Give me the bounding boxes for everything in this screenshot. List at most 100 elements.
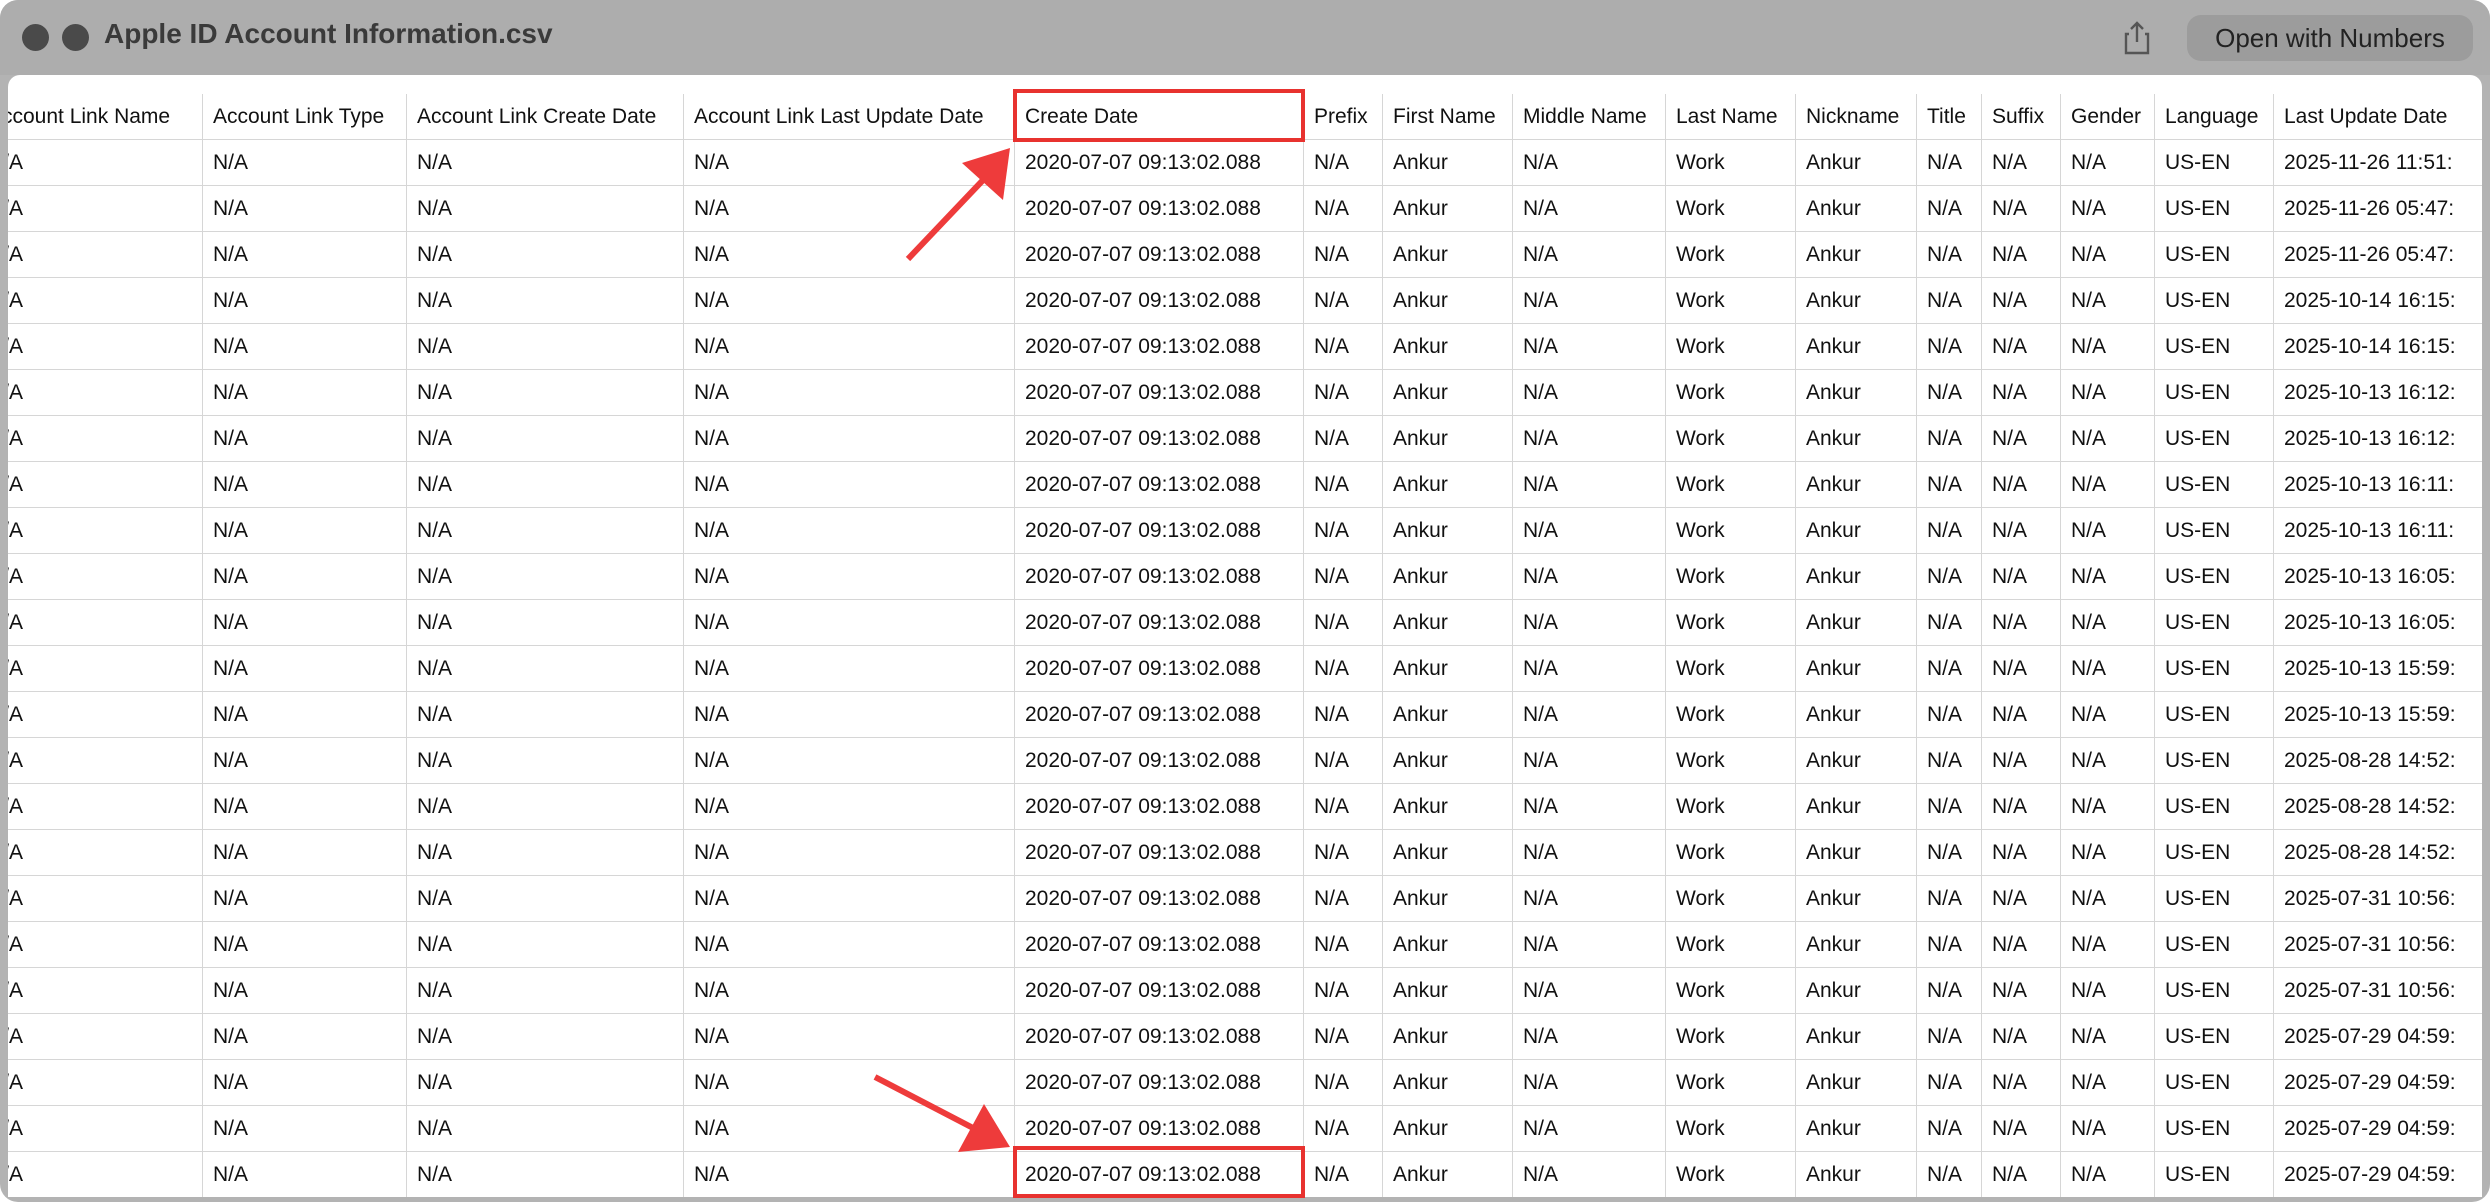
table-cell: US-EN (2155, 140, 2274, 186)
table-cell: N/A (407, 186, 684, 232)
table-cell: US-EN (2155, 554, 2274, 600)
table-cell: N/A (1513, 186, 1666, 232)
table-cell: N/A (1917, 186, 1982, 232)
table-cell: 2025-11-26 05:47: (2274, 186, 2482, 232)
table-cell: N/A (1982, 692, 2061, 738)
table-cell: N/A (1513, 324, 1666, 370)
table-cell: Work (1666, 232, 1796, 278)
table-cell: N/A (1304, 738, 1383, 784)
table-cell: 2020-07-07 09:13:02.088 (1015, 278, 1304, 324)
table-cell: N/A (8, 508, 203, 554)
table-cell: N/A (684, 1106, 1015, 1152)
column-header: Last Update Date (2274, 94, 2482, 140)
table-cell: N/A (1513, 554, 1666, 600)
table-cell: 2020-07-07 09:13:02.088 (1015, 232, 1304, 278)
table-cell: N/A (1917, 508, 1982, 554)
table-cell: N/A (2061, 600, 2155, 646)
table-cell: US-EN (2155, 1152, 2274, 1197)
table-cell: Work (1666, 738, 1796, 784)
table-cell: 2025-10-13 15:59: (2274, 692, 2482, 738)
table-cell: N/A (2061, 876, 2155, 922)
table-cell: N/A (1982, 830, 2061, 876)
table-cell: N/A (1304, 830, 1383, 876)
table-cell: US-EN (2155, 186, 2274, 232)
column-header: Last Name (1666, 94, 1796, 140)
table-cell: N/A (1917, 278, 1982, 324)
table-cell: 2020-07-07 09:13:02.088 (1015, 554, 1304, 600)
table-cell: 2025-07-29 04:59: (2274, 1152, 2482, 1197)
table-cell: N/A (1917, 232, 1982, 278)
block-button[interactable] (62, 24, 89, 51)
table-cell: Work (1666, 830, 1796, 876)
table-cell: Ankur (1383, 278, 1513, 324)
table-cell: N/A (2061, 278, 2155, 324)
table-cell: N/A (2061, 692, 2155, 738)
table-cell: N/A (684, 830, 1015, 876)
table-cell: N/A (1982, 922, 2061, 968)
table-cell: N/A (1513, 738, 1666, 784)
column-header: Gender (2061, 94, 2155, 140)
table-cell: 2025-07-29 04:59: (2274, 1060, 2482, 1106)
table-cell: N/A (1513, 876, 1666, 922)
column-header: Suffix (1982, 94, 2061, 140)
table-cell: N/A (1513, 1060, 1666, 1106)
open-with-numbers-button[interactable]: Open with Numbers (2187, 15, 2473, 61)
table-cell: N/A (1304, 1060, 1383, 1106)
table-cell: N/A (1917, 692, 1982, 738)
table-cell: N/A (2061, 140, 2155, 186)
table-cell: Work (1666, 968, 1796, 1014)
table-cell: 2020-07-07 09:13:02.088 (1015, 600, 1304, 646)
table-cell: N/A (1304, 324, 1383, 370)
table-cell: N/A (8, 1014, 203, 1060)
column-header: Account Link Create Date (407, 94, 684, 140)
table-cell: N/A (1304, 968, 1383, 1014)
table-cell: 2020-07-07 09:13:02.088 (1015, 324, 1304, 370)
table-cell: N/A (684, 784, 1015, 830)
table-cell: 2020-07-07 09:13:02.088 (1015, 784, 1304, 830)
table-cell: Work (1666, 140, 1796, 186)
table-cell: N/A (8, 554, 203, 600)
table-cell: N/A (8, 922, 203, 968)
table-cell: N/A (8, 324, 203, 370)
table-cell: Ankur (1383, 922, 1513, 968)
table-cell: N/A (1917, 646, 1982, 692)
table-cell: 2025-11-26 05:47: (2274, 232, 2482, 278)
table-cell: N/A (684, 692, 1015, 738)
table-cell: Work (1666, 1060, 1796, 1106)
table-cell: US-EN (2155, 416, 2274, 462)
table-cell: 2025-08-28 14:52: (2274, 830, 2482, 876)
close-button[interactable] (22, 24, 49, 51)
table-cell: Ankur (1383, 324, 1513, 370)
column-header: Account Link Last Update Date (684, 94, 1015, 140)
share-icon[interactable] (2122, 20, 2152, 56)
table-cell: N/A (1982, 232, 2061, 278)
table-cell: N/A (1917, 554, 1982, 600)
table-cell: N/A (407, 1014, 684, 1060)
column-header: Create Date (1015, 94, 1304, 140)
table-cell: N/A (407, 140, 684, 186)
table-cell: N/A (1513, 646, 1666, 692)
table-cell: N/A (203, 140, 407, 186)
table-cell: N/A (8, 1060, 203, 1106)
table-cell: N/A (1982, 462, 2061, 508)
table-cell: N/A (684, 278, 1015, 324)
table-cell: US-EN (2155, 324, 2274, 370)
table-cell: 2025-10-13 16:05: (2274, 554, 2482, 600)
table-cell: Ankur (1383, 968, 1513, 1014)
table-cell: N/A (2061, 784, 2155, 830)
table-cell: Ankur (1796, 830, 1917, 876)
table-cell: N/A (203, 232, 407, 278)
table-cell: N/A (407, 1060, 684, 1106)
table-cell: N/A (8, 968, 203, 1014)
table-cell: N/A (1982, 140, 2061, 186)
table-cell: N/A (684, 232, 1015, 278)
table-cell: Ankur (1383, 1014, 1513, 1060)
table-cell: N/A (407, 1106, 684, 1152)
table-cell: N/A (1304, 1106, 1383, 1152)
column-header: Nickname (1796, 94, 1917, 140)
table-cell: N/A (2061, 968, 2155, 1014)
table-cell: N/A (203, 692, 407, 738)
table-cell: N/A (1982, 1060, 2061, 1106)
